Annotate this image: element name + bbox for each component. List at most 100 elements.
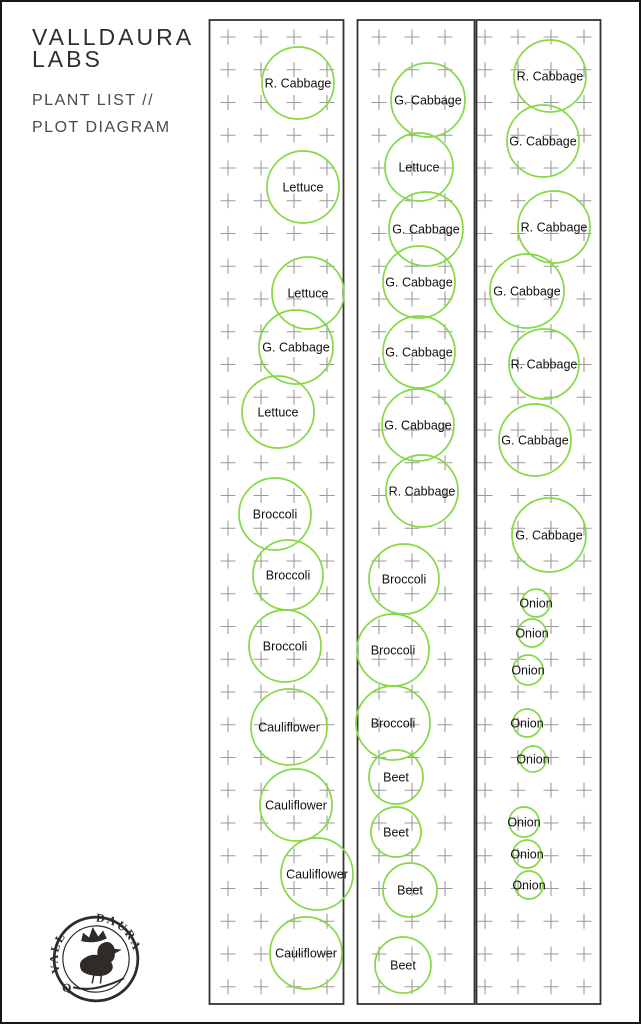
plant-label: Onion bbox=[515, 627, 548, 641]
plant-label: Cauliflower bbox=[275, 947, 337, 961]
plant-circle bbox=[517, 618, 547, 648]
page-subtitle: PLANT LIST // PLOT DIAGRAM bbox=[32, 87, 194, 141]
plant-circle bbox=[280, 837, 354, 911]
stamp-outer-ring bbox=[52, 915, 140, 1003]
plot-3-frame bbox=[475, 19, 602, 1005]
plot-3: R. Cabbage G. Cabbage R. Cabbage G. Cabbage… bbox=[475, 19, 602, 1005]
plant-label: Beet bbox=[383, 771, 409, 785]
plant-circle bbox=[250, 688, 328, 766]
plant-circle bbox=[512, 654, 544, 686]
plant-circle bbox=[271, 256, 345, 330]
plot-1: R. Cabbage Lettuce Lettuce G. Cabbage Lettuc… bbox=[208, 19, 354, 1005]
plant-label: G. Cabbage bbox=[509, 135, 576, 149]
plant-circle bbox=[241, 375, 315, 449]
stamp-inner-ring bbox=[62, 925, 130, 993]
plant-label: Onion bbox=[512, 879, 545, 893]
plant-label: Beet bbox=[390, 959, 416, 973]
plant-circle bbox=[508, 806, 540, 838]
plant-circle bbox=[506, 104, 580, 178]
plant-circle bbox=[519, 745, 547, 773]
stamp-ground bbox=[72, 977, 125, 990]
plant-label: Onion bbox=[516, 753, 549, 767]
plant-label: G. Cabbage bbox=[384, 419, 451, 433]
plant-circle bbox=[489, 253, 565, 329]
plot-2: G. Cabbage Lettuce G. Cabbage G. Cabbage G. … bbox=[355, 19, 476, 1005]
plant-circle bbox=[384, 132, 454, 202]
plant-label: Broccoli bbox=[263, 640, 307, 654]
plant-circle bbox=[385, 454, 459, 528]
page-title-line2: LABS bbox=[32, 46, 103, 72]
duck-icon bbox=[79, 942, 122, 977]
plant-circle bbox=[512, 708, 542, 738]
page-subtitle-line1: PLANT LIST // bbox=[32, 92, 155, 109]
plant-circle bbox=[382, 315, 456, 389]
plant-label: Lettuce bbox=[398, 161, 439, 175]
plant-label: Broccoli bbox=[371, 644, 415, 658]
plant-circle bbox=[512, 839, 542, 869]
plant-label: G. Cabbage bbox=[385, 276, 452, 290]
plant-label: Broccoli bbox=[253, 508, 297, 522]
plant-circle bbox=[521, 588, 551, 618]
plant-label: Broccoli bbox=[382, 573, 426, 587]
plant-circle bbox=[261, 46, 335, 120]
plot-3-grid-crosses bbox=[477, 29, 592, 995]
plant-circle bbox=[513, 39, 587, 113]
plant-circle bbox=[374, 936, 432, 994]
plant-label: Onion bbox=[519, 597, 552, 611]
plant-label: R. Cabbage bbox=[511, 358, 578, 372]
plant-label: Lettuce bbox=[282, 181, 323, 195]
plant-label: Onion bbox=[510, 848, 543, 862]
plant-label: G. Cabbage bbox=[501, 434, 568, 448]
plant-circle bbox=[368, 543, 440, 615]
plant-label: Lettuce bbox=[287, 287, 328, 301]
plot-1-frame bbox=[208, 19, 345, 1005]
page-subtitle-line2: PLOT DIAGRAM bbox=[32, 119, 171, 136]
plant-label: G. Cabbage bbox=[262, 341, 329, 355]
plant-label: Broccoli bbox=[266, 569, 310, 583]
plant-circle bbox=[390, 62, 466, 138]
plant-label: Broccoli bbox=[371, 717, 415, 731]
plant-label: R. Cabbage bbox=[389, 485, 456, 499]
plant-circle bbox=[514, 870, 544, 900]
plant-circle bbox=[381, 388, 455, 462]
plant-label: Beet bbox=[397, 884, 423, 898]
plant-circle bbox=[248, 609, 322, 683]
plant-label: R. Cabbage bbox=[521, 221, 588, 235]
plant-label: Beet bbox=[383, 826, 409, 840]
plant-circle bbox=[388, 191, 464, 267]
plant-label: G. Cabbage bbox=[394, 94, 461, 108]
plant-label: G. Cabbage bbox=[385, 346, 452, 360]
crown-icon bbox=[81, 926, 107, 943]
plant-circle bbox=[370, 806, 422, 858]
plant-circle bbox=[517, 190, 591, 264]
plant-circle bbox=[355, 685, 431, 761]
plant-circle bbox=[238, 477, 312, 551]
plant-label: Onion bbox=[510, 717, 543, 731]
plant-label: Cauliflower bbox=[258, 721, 320, 735]
plant-label: R. Cabbage bbox=[517, 70, 584, 84]
plant-label: R. Cabbage bbox=[265, 77, 332, 91]
plant-label: Lettuce bbox=[257, 406, 298, 420]
valldaura-stamp-logo: VALL DAURA Q bbox=[45, 908, 145, 1003]
plant-circle bbox=[498, 403, 572, 477]
page-header: VALLDAURA LABS PLANT LIST // PLOT DIAGRA… bbox=[32, 26, 194, 141]
plant-circle bbox=[382, 245, 456, 319]
plant-label: Cauliflower bbox=[265, 799, 327, 813]
plant-circle bbox=[511, 497, 587, 573]
plant-circle bbox=[259, 768, 333, 842]
plant-label: G. Cabbage bbox=[515, 529, 582, 543]
plant-label: Cauliflower bbox=[286, 868, 348, 882]
plot-2-grid-crosses bbox=[371, 29, 453, 995]
plot-2-frame bbox=[356, 19, 476, 1005]
plant-circle bbox=[269, 916, 343, 990]
plant-circle bbox=[368, 749, 424, 805]
stamp-corner-mark: Q bbox=[61, 980, 74, 995]
page-title-line1: VALLDAURA bbox=[32, 24, 195, 50]
duck-legs bbox=[91, 974, 103, 984]
plant-label: G. Cabbage bbox=[392, 223, 459, 237]
plant-label: Onion bbox=[507, 816, 540, 830]
plant-circle bbox=[266, 150, 340, 224]
plant-circle bbox=[508, 328, 580, 400]
